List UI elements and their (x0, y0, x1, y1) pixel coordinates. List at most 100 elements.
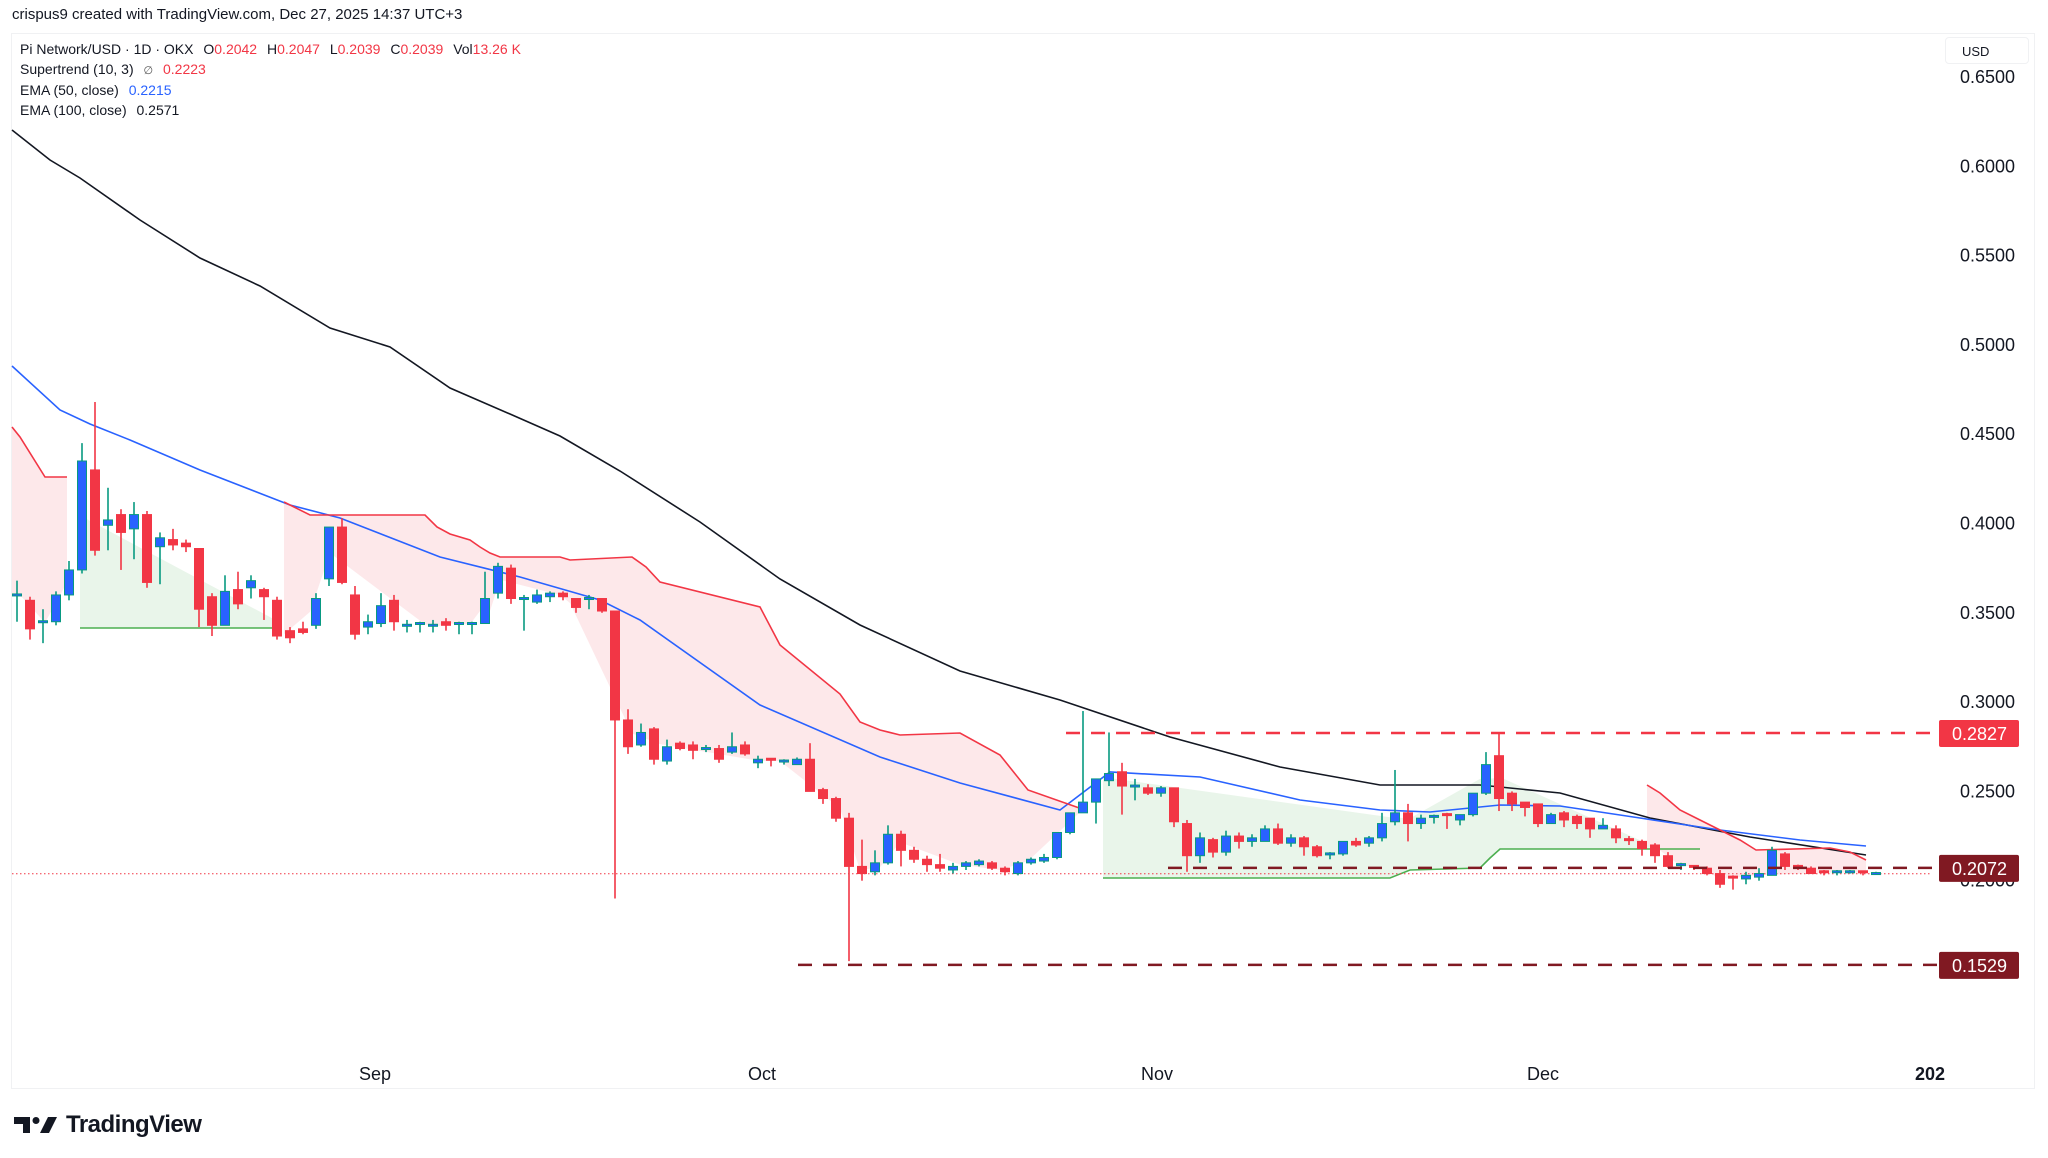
high-label: H (266, 41, 278, 57)
chart-legend: Pi Network/USD · 1D · OKX O0.2042 H0.204… (20, 40, 521, 120)
tradingview-logo[interactable]: TradingView (14, 1111, 202, 1139)
candle (1741, 871, 1751, 885)
candle (1780, 852, 1790, 870)
candle (1585, 817, 1595, 838)
candle (1624, 836, 1634, 845)
symbol-label: Pi Network/USD · 1D · OKX (20, 41, 194, 57)
candle (1494, 732, 1504, 812)
hidden-symbol-icon: ∅ (143, 64, 154, 77)
candle (220, 575, 230, 626)
candle (25, 596, 35, 640)
candle (77, 443, 87, 574)
candle (1130, 778, 1140, 801)
candle (363, 614, 373, 635)
candle (1221, 830, 1231, 856)
volume-value: 13.26 K (472, 41, 521, 57)
candle (38, 609, 48, 644)
candle (1156, 786, 1166, 797)
price-badge (1939, 854, 2019, 882)
price-badge-label: 0.2827 (1952, 724, 2007, 744)
legend-ema50-row[interactable]: EMA (50, close) 0.2215 (20, 81, 521, 101)
candle (246, 575, 256, 599)
candle (1143, 784, 1153, 795)
candle (1546, 812, 1556, 825)
candle (1117, 762, 1127, 815)
candle (805, 743, 815, 792)
candle (194, 548, 204, 628)
candle (714, 744, 724, 763)
tradingview-logo-icon (14, 1117, 57, 1133)
candle (831, 796, 841, 822)
candle (1533, 803, 1543, 828)
y-axis-tick: 0.4500 (1960, 424, 2015, 444)
open-value: 0.2042 (214, 41, 258, 57)
y-axis-tick: 0.3000 (1960, 692, 2015, 712)
candle (818, 787, 828, 804)
candle (1247, 834, 1257, 847)
candle (1403, 803, 1413, 842)
candle (1611, 825, 1621, 844)
legend-symbol-row[interactable]: Pi Network/USD · 1D · OKX O0.2042 H0.204… (20, 40, 521, 60)
candle (1182, 819, 1192, 872)
candle (402, 619, 412, 633)
candle (1507, 791, 1517, 812)
candle (597, 598, 607, 613)
candle (1234, 832, 1244, 849)
candle (1715, 869, 1725, 888)
supertrend-line-down (11, 426, 67, 478)
candle (1273, 823, 1283, 845)
candle (1104, 732, 1114, 787)
chart-credit: crispus9 created with TradingView.com, D… (12, 6, 463, 23)
candle (181, 539, 191, 553)
candle (1065, 812, 1075, 835)
candle (1858, 870, 1868, 876)
candle (142, 510, 152, 588)
candle (64, 561, 74, 601)
candle (1871, 871, 1881, 876)
candle (1429, 814, 1439, 824)
candle (350, 586, 360, 640)
candle (532, 589, 542, 604)
candle (1728, 875, 1738, 890)
candle (1312, 844, 1322, 858)
supertrend-label: Supertrend (10, 3) (20, 60, 134, 77)
candle (740, 741, 750, 756)
candle (961, 861, 971, 870)
candle (1663, 852, 1673, 869)
candle (311, 593, 321, 629)
candle (1442, 812, 1452, 829)
supertrend-line-down (1646, 784, 1867, 861)
supertrend-fill-up (80, 515, 272, 628)
currency-selector[interactable]: USD (1945, 37, 2029, 64)
legend-ema100-row[interactable]: EMA (100, close) 0.2571 (20, 101, 521, 121)
candle (1286, 834, 1296, 847)
candle (1078, 711, 1088, 814)
candle (1364, 836, 1374, 847)
supertrend-line-down (283, 501, 1086, 811)
candle (909, 846, 919, 863)
candle (779, 759, 789, 765)
candle (1650, 843, 1660, 863)
candle (441, 618, 451, 631)
candle (51, 591, 61, 626)
candle (103, 487, 113, 551)
candle (1026, 857, 1036, 865)
candle (1377, 812, 1387, 842)
candle (883, 825, 893, 865)
price-badge-label: 0.1529 (1952, 956, 2007, 976)
candle (298, 621, 308, 635)
candle (1598, 818, 1608, 830)
low-value: 0.2039 (337, 41, 381, 57)
candle (792, 757, 802, 766)
legend-supertrend-row[interactable]: Supertrend (10, 3) ∅ 0.2223 (20, 60, 521, 82)
candle (272, 596, 282, 640)
candle (1481, 752, 1491, 795)
candle (766, 757, 776, 767)
candle (948, 862, 958, 874)
candle (545, 591, 555, 603)
candle (129, 502, 139, 560)
candle (168, 528, 178, 551)
x-axis-tick: Oct (748, 1064, 776, 1084)
supertrend-fill-up (1103, 777, 1700, 878)
